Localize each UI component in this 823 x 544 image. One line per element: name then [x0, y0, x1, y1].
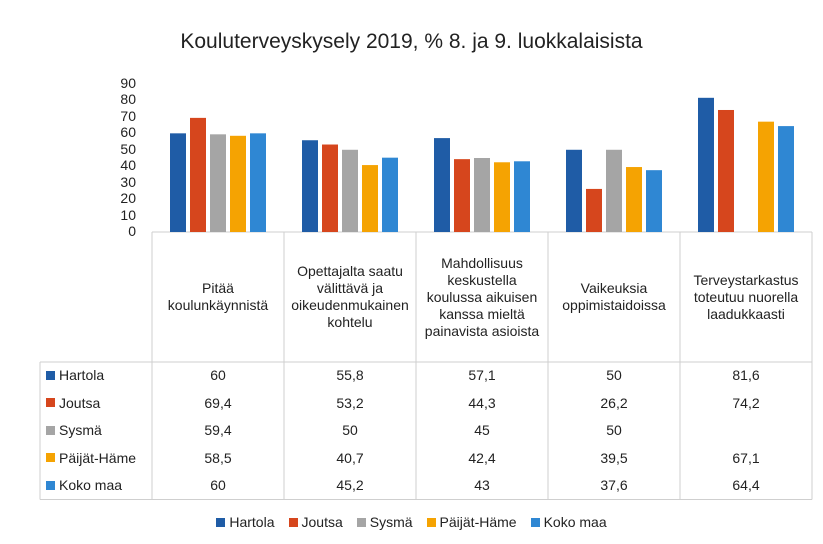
category-label: Opettajalta saatu välittävä ja oikeudenm…	[291, 263, 409, 330]
legend-swatch	[356, 517, 366, 527]
bar	[250, 133, 266, 232]
bar	[698, 97, 714, 233]
bar	[586, 188, 602, 232]
bar	[382, 157, 398, 232]
bar	[210, 134, 226, 232]
table-cell: 43	[474, 477, 490, 493]
category-label: Vaikeuksia oppimistaidoissa	[562, 280, 666, 313]
bar	[322, 144, 338, 232]
row-name: Sysmä	[59, 422, 102, 438]
table-cell: 44,3	[468, 394, 496, 411]
bar	[646, 170, 662, 232]
legend-item: Päijät-Häme	[426, 514, 517, 530]
y-tick-label: 10	[120, 206, 136, 223]
table-cell: 26,2	[600, 394, 628, 411]
table-cell: 74,2	[732, 394, 760, 411]
y-tick-label: 90	[120, 75, 136, 91]
row-swatch	[46, 480, 55, 490]
row-swatch	[46, 453, 55, 462]
bar	[190, 117, 206, 232]
table-cell: 60	[210, 367, 226, 383]
table-cell: 50	[342, 422, 358, 438]
bar	[362, 165, 378, 232]
chart-title: Kouluterveyskysely 2019, % 8. ja 9. luok…	[180, 30, 643, 53]
bar	[606, 149, 622, 232]
table-cell: 50	[606, 367, 622, 383]
table-cell: 64,4	[732, 477, 760, 493]
row-label: Päijät-Häme	[46, 450, 136, 466]
row-name: Joutsa	[59, 394, 101, 411]
y-tick-label: 80	[120, 91, 136, 108]
legend-label: Hartola	[229, 514, 275, 530]
row-name: Hartola	[59, 367, 105, 383]
y-tick-label: 50	[120, 140, 136, 157]
category-label: Pitää koulunkäynnistä	[167, 280, 269, 313]
y-tick-label: 30	[120, 173, 136, 190]
legend-item: Sysmä	[356, 514, 413, 530]
legend-label: Sysmä	[369, 514, 413, 530]
table-cell: 59,4	[204, 422, 232, 438]
row-label: Sysmä	[46, 422, 102, 438]
legend: Hartola Joutsa Sysmä Päijät-Häme Koko maa	[0, 514, 823, 530]
bar	[454, 159, 470, 232]
row-label: Hartola	[46, 367, 104, 383]
bar	[566, 149, 582, 232]
legend-label: Päijät-Häme	[439, 514, 517, 530]
bar	[758, 121, 774, 232]
table-cell: 81,6	[732, 367, 760, 383]
row-name: Päijät-Häme	[59, 449, 137, 466]
y-tick-label: 70	[120, 107, 136, 124]
legend-swatch	[426, 517, 436, 527]
bar	[494, 162, 510, 232]
row-label: Koko maa	[46, 477, 122, 493]
table-cell: 55,8	[336, 367, 364, 383]
table-cell: 53,2	[336, 394, 364, 411]
table-cell: 42,4	[468, 449, 496, 466]
y-tick-label: 0	[128, 223, 136, 239]
table-cell: 37,6	[600, 477, 628, 493]
bar	[474, 158, 490, 232]
bar	[342, 149, 358, 232]
legend-label: Joutsa	[301, 514, 343, 530]
bar	[514, 161, 530, 232]
row-label: Joutsa	[46, 395, 100, 411]
y-tick-label: 40	[120, 157, 136, 174]
table-cell: 39,5	[600, 449, 628, 466]
table-cell: 57,1	[468, 367, 496, 383]
legend-item: Hartola	[216, 514, 275, 530]
category-label: Terveystarkastus toteutuu nuorella laadu…	[693, 271, 799, 322]
bar	[778, 126, 794, 232]
bar	[170, 133, 186, 232]
bar	[626, 167, 642, 232]
legend-label: Koko maa	[543, 514, 607, 530]
y-tick-label: 20	[120, 190, 136, 207]
legend-item: Joutsa	[288, 514, 343, 530]
category-label: Mahdollisuus keskustella koulussa aikuis…	[424, 254, 540, 339]
table-cell: 69,4	[204, 394, 232, 411]
y-tick-label: 60	[120, 124, 136, 141]
table-cell: 45,2	[336, 477, 364, 493]
table-cell: 60	[210, 477, 226, 493]
bar	[302, 140, 318, 232]
row-swatch	[46, 370, 55, 380]
row-swatch	[46, 398, 55, 407]
legend-swatch	[216, 517, 226, 527]
table-cell: 40,7	[336, 449, 364, 466]
bar	[230, 135, 246, 232]
table-cell: 45	[474, 422, 490, 438]
bar	[718, 109, 734, 232]
bar	[434, 138, 450, 232]
table-cell: 67,1	[732, 449, 760, 466]
legend-item: Koko maa	[530, 514, 607, 530]
legend-swatch	[288, 517, 298, 527]
table-cell: 50	[606, 422, 622, 438]
table-cell: 58,5	[204, 449, 232, 466]
legend-swatch	[530, 517, 540, 527]
row-swatch	[46, 425, 55, 435]
row-name: Koko maa	[59, 477, 123, 493]
